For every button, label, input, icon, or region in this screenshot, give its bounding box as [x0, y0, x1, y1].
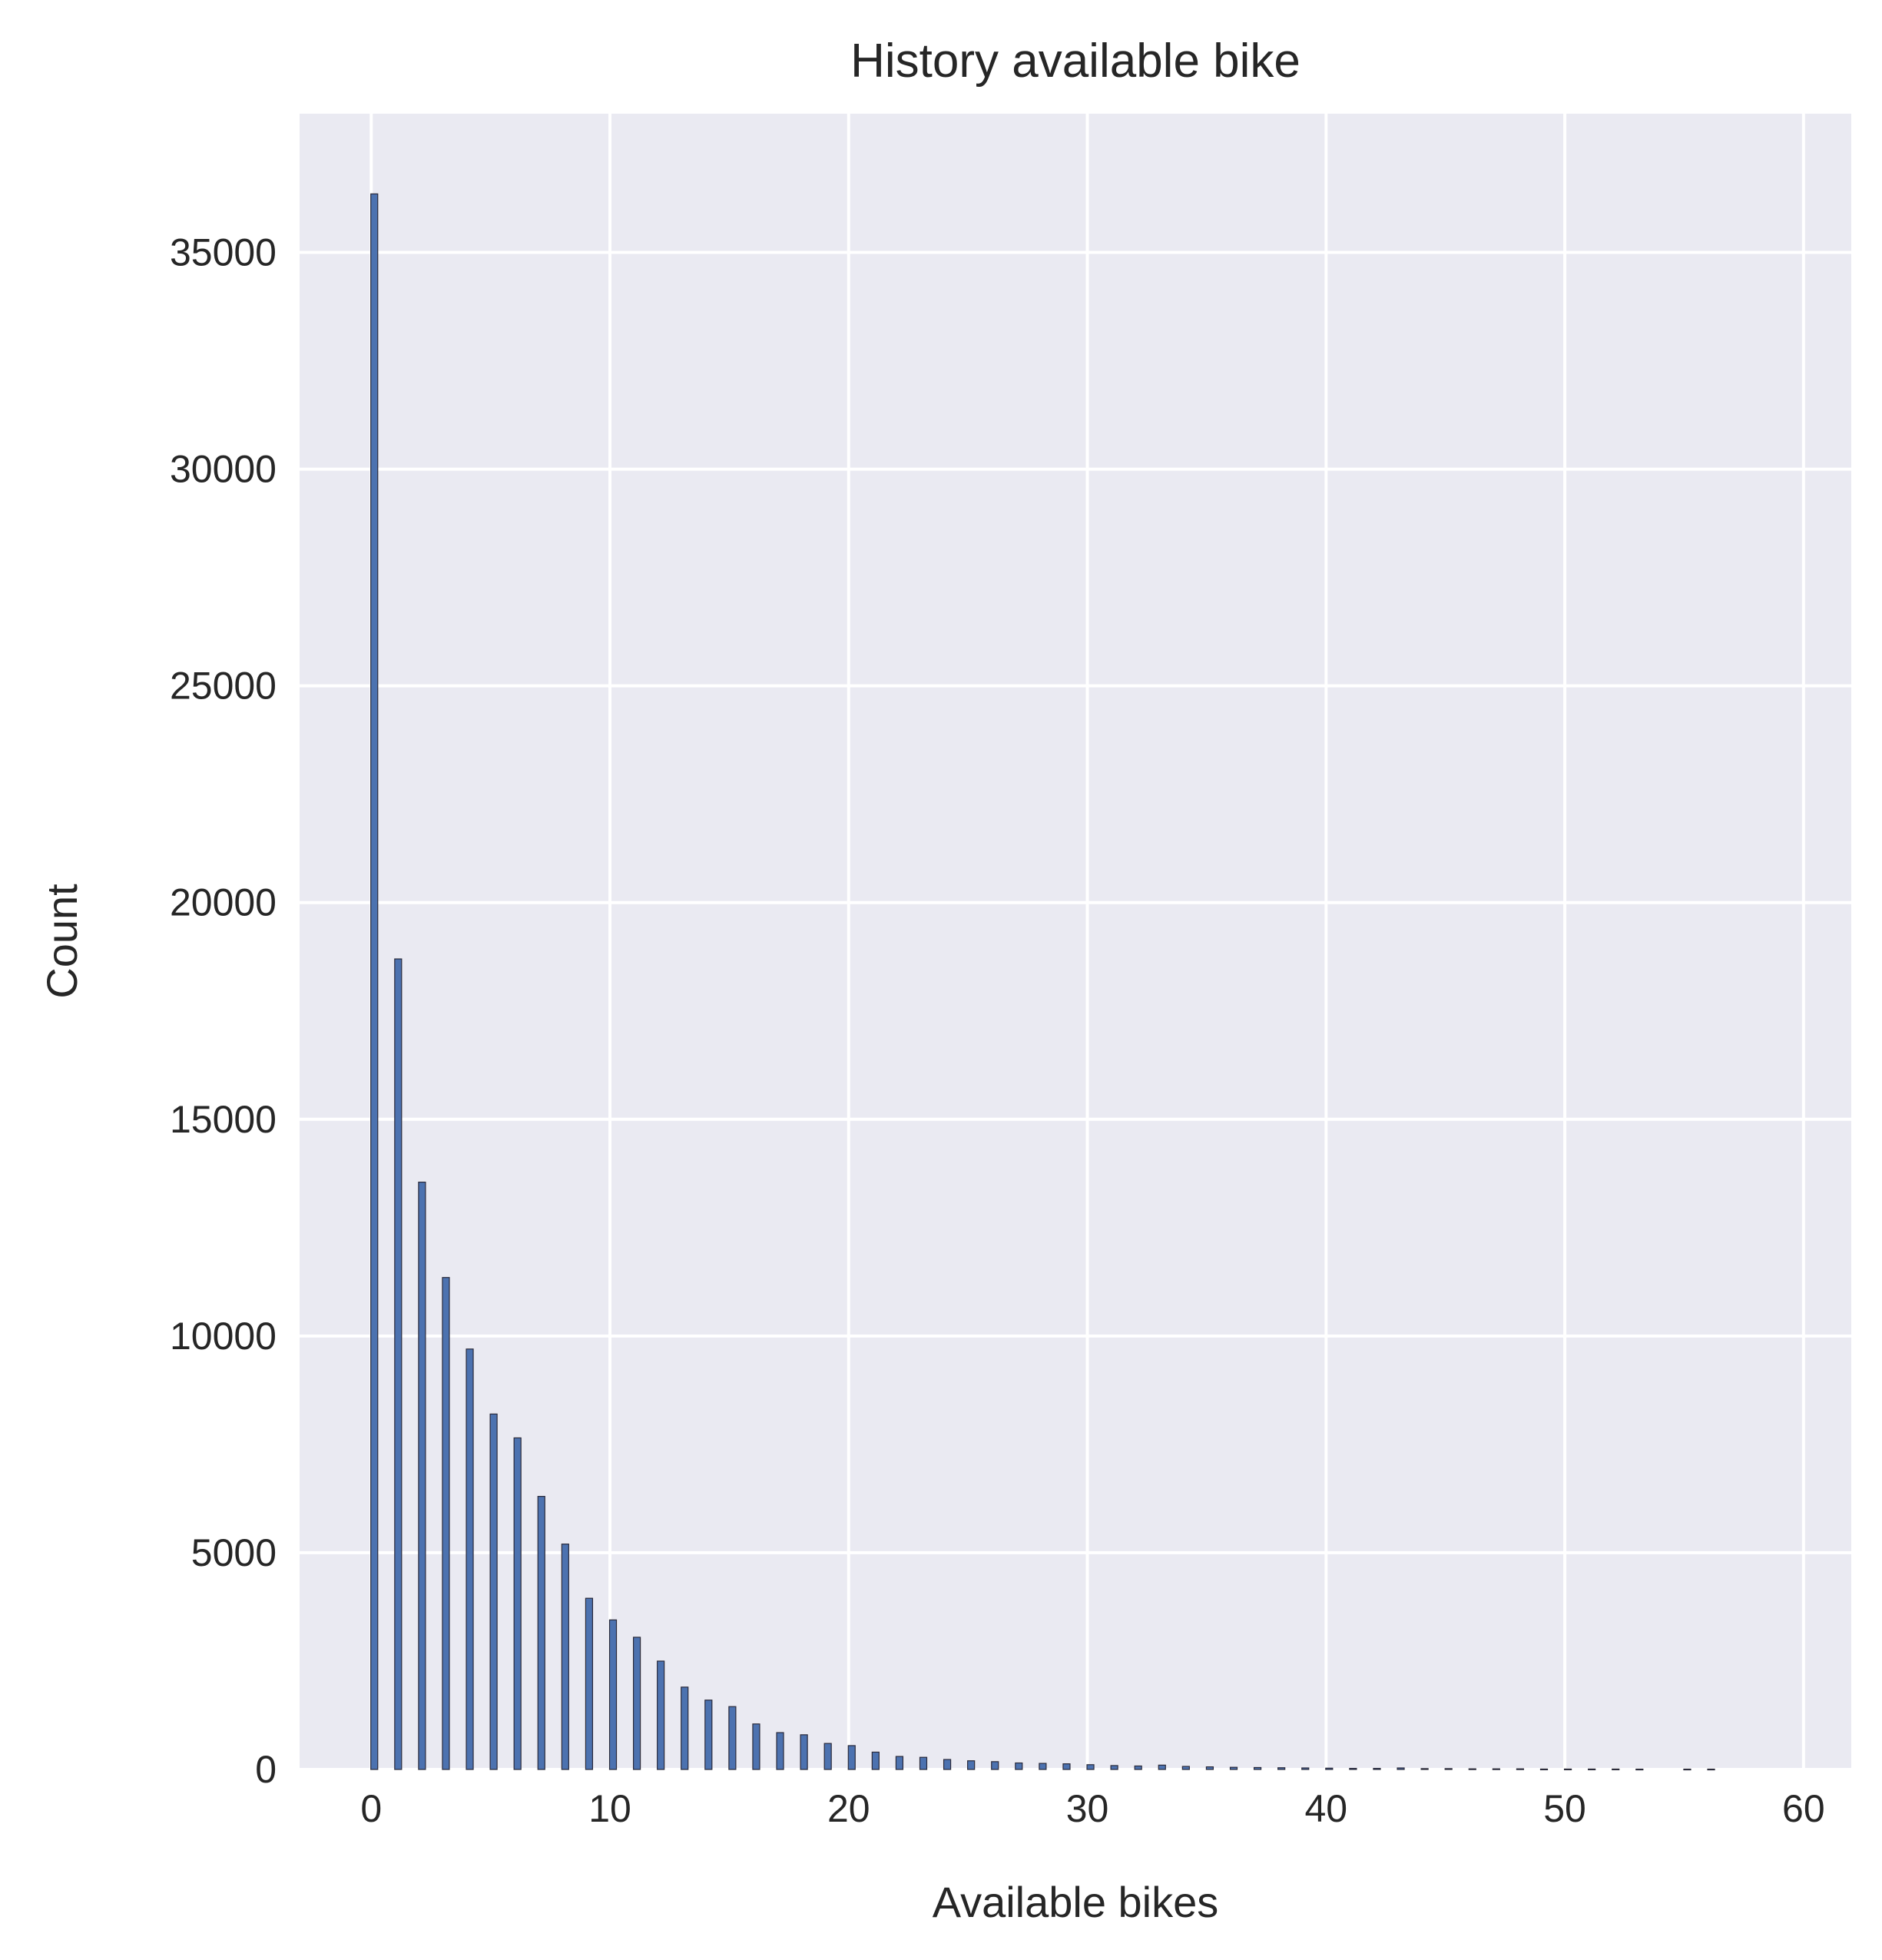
x-tick-label: 10 [588, 1787, 631, 1830]
bar [895, 1756, 904, 1770]
bar [394, 958, 403, 1770]
bar [823, 1743, 832, 1770]
y-tick-label: 5000 [191, 1531, 277, 1574]
bar [943, 1759, 952, 1770]
bar [561, 1544, 569, 1770]
y-tick-labels: 0 5000 10000 15000 20000 25000 30000 35000 [170, 231, 277, 1791]
bar [1205, 1766, 1214, 1770]
x-tick-label: 50 [1543, 1787, 1586, 1830]
y-tick-label: 0 [255, 1748, 277, 1791]
y-tick-label: 20000 [170, 881, 277, 924]
bar [537, 1495, 545, 1770]
x-tick-labels: 0 10 20 30 40 50 60 [360, 1787, 1824, 1830]
y-tick-label: 25000 [170, 665, 277, 708]
bar [919, 1756, 928, 1770]
bars [370, 193, 1715, 1771]
bar [1707, 1768, 1715, 1771]
bar [1397, 1767, 1405, 1770]
bar [1181, 1766, 1190, 1770]
bar [370, 193, 379, 1770]
bar [1683, 1768, 1691, 1771]
bar [1325, 1767, 1334, 1770]
bar [1158, 1764, 1166, 1770]
x-tick-label: 30 [1066, 1787, 1109, 1830]
bar [1039, 1763, 1047, 1770]
bar [1229, 1766, 1238, 1770]
bar [728, 1706, 737, 1770]
bar [1277, 1767, 1286, 1770]
bar [1062, 1763, 1071, 1770]
bar [752, 1723, 760, 1770]
bar [1253, 1766, 1262, 1770]
x-tick-label: 60 [1782, 1787, 1825, 1830]
bar [1015, 1762, 1023, 1770]
x-axis-label: Available bikes [933, 1878, 1219, 1926]
x-tick-label: 40 [1304, 1787, 1347, 1830]
bar [847, 1745, 856, 1770]
x-tick-label: 20 [827, 1787, 870, 1830]
bar [704, 1700, 713, 1770]
gridlines [300, 114, 1851, 1771]
y-tick-label: 30000 [170, 448, 277, 491]
bar [967, 1760, 976, 1770]
bar [681, 1686, 689, 1770]
bar [1134, 1765, 1142, 1770]
y-axis-label: Count [38, 884, 86, 999]
bar [608, 1619, 618, 1770]
bar [632, 1637, 641, 1770]
x-tick-label: 0 [360, 1787, 382, 1830]
bar [776, 1732, 784, 1770]
bar [800, 1734, 808, 1770]
bar [466, 1348, 474, 1770]
y-tick-label: 35000 [170, 231, 277, 274]
bar [1086, 1764, 1095, 1770]
bar [871, 1751, 880, 1770]
y-tick-label: 15000 [170, 1098, 277, 1141]
bar [442, 1277, 450, 1770]
chart-title: History available bike [850, 35, 1301, 88]
bar [991, 1761, 999, 1770]
bar [657, 1660, 665, 1770]
y-tick-label: 10000 [170, 1315, 277, 1358]
bar [1301, 1767, 1310, 1770]
bar [513, 1437, 522, 1770]
bar [1110, 1765, 1118, 1770]
bar [1635, 1768, 1644, 1771]
plot-background [300, 114, 1851, 1769]
bar [418, 1181, 426, 1770]
bar [585, 1597, 594, 1770]
bar [489, 1413, 498, 1770]
